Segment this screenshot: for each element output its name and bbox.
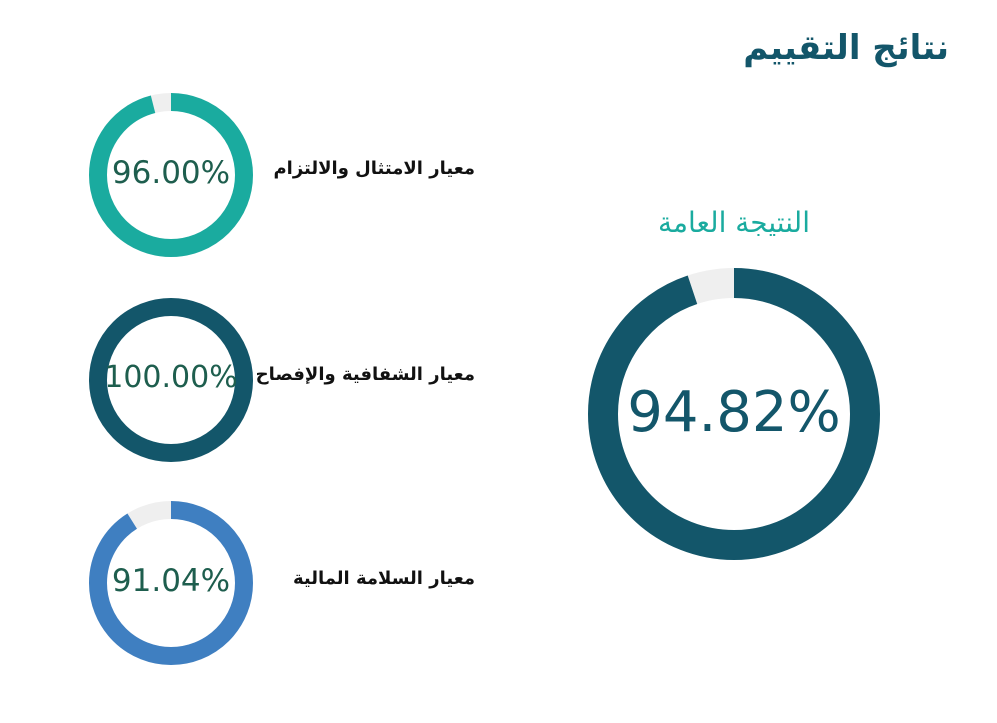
financial-safety-donut: 91.04% (89, 501, 253, 665)
criterion-label-financial-safety: معيار السلامة المالية (292, 568, 475, 589)
financial-safety-value: 91.04% (111, 563, 231, 599)
overall-result-value: 94.82% (627, 380, 841, 445)
donut-svg (588, 268, 880, 560)
page-title: نتائج التقييم (743, 28, 949, 68)
donut-svg (89, 93, 253, 257)
donut-value-arc (89, 298, 253, 462)
donut-svg (89, 501, 253, 665)
overall-result-label: النتيجة العامة (657, 206, 810, 239)
transparency-value: 100.00% (104, 360, 238, 395)
criterion-label-transparency: معيار الشفافية والإفصاح (255, 364, 475, 385)
compliance-donut: 96.00% (89, 93, 253, 257)
donut-value-arc (588, 268, 880, 560)
donut-value-arc (89, 501, 253, 665)
donut-value-arc (89, 93, 253, 257)
donut-svg (89, 298, 253, 462)
overall-result-donut: 94.82% (588, 268, 880, 560)
criterion-label-compliance: معيار الامتثال والالتزام (273, 158, 475, 179)
transparency-donut: 100.00% (89, 298, 253, 462)
compliance-value: 96.00% (111, 155, 231, 191)
